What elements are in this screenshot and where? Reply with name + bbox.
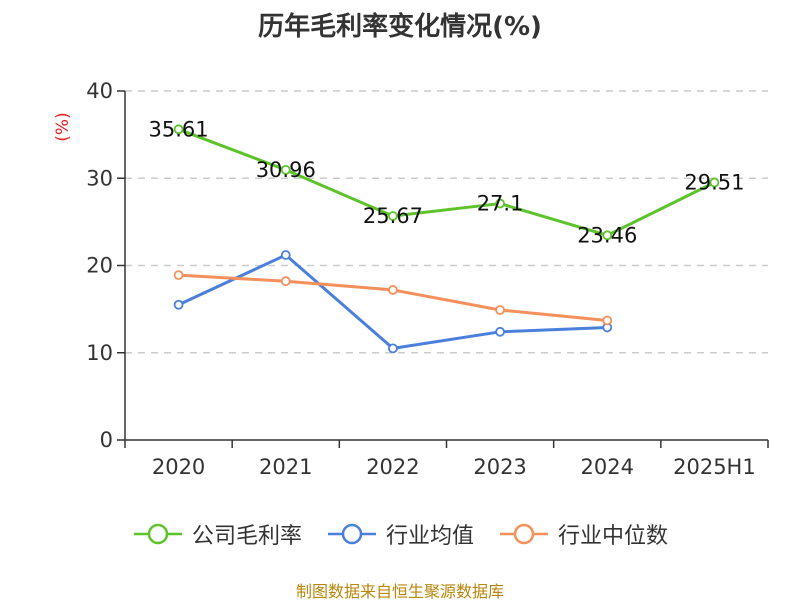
data-point	[388, 211, 398, 221]
legend-label: 公司毛利率	[191, 524, 302, 549]
data-label: 35.61	[149, 117, 209, 141]
legend-item[interactable]: 行业中位数	[498, 518, 668, 550]
legend-item[interactable]: 公司毛利率	[132, 518, 302, 550]
series-line	[177, 253, 608, 350]
data-point	[280, 164, 291, 175]
data-point	[388, 343, 398, 354]
x-tick-label: 2020	[152, 455, 205, 479]
series-layer	[173, 124, 720, 354]
axis-layer: 0 10 20 30 40 2020 2021 2022 2023 2024 2025H1	[86, 79, 769, 479]
y-tick-label: 30	[86, 166, 113, 190]
data-point	[280, 276, 291, 287]
data-point	[388, 285, 398, 295]
legend-swatch	[133, 523, 182, 545]
data-point	[602, 315, 613, 326]
x-tick-label: 2023	[473, 455, 526, 479]
data-point	[173, 124, 184, 135]
chart-title: 历年毛利率变化情况(%)	[258, 12, 542, 42]
legend-swatch	[327, 523, 376, 545]
data-point	[709, 177, 720, 188]
x-tick-label: 2021	[259, 455, 312, 479]
y-tick-label: 20	[86, 254, 113, 278]
data-point	[495, 305, 505, 315]
y-tick-label: 40	[86, 79, 113, 103]
x-tick-label: 2022	[366, 455, 419, 479]
legend-swatch	[500, 523, 548, 545]
data-label: 23.46	[577, 223, 637, 247]
legend-item[interactable]: 行业均值	[326, 518, 474, 550]
legend-label: 行业中位数	[558, 524, 669, 549]
series-line	[178, 273, 608, 322]
x-tick-label: 2025H1	[673, 455, 756, 479]
data-point	[173, 299, 184, 310]
data-label: 29.51	[684, 171, 744, 195]
legend-label: 行业均值	[385, 524, 474, 549]
data-label: 30.96	[256, 158, 316, 182]
data-point	[495, 326, 505, 337]
data-label: 27.1	[477, 192, 524, 216]
y-tick-label: 10	[86, 341, 113, 365]
y-axis-label: (%)	[53, 112, 73, 141]
grid-layer	[125, 90, 768, 354]
data-point	[495, 198, 505, 209]
data-point	[173, 270, 184, 280]
data-label: 25.67	[363, 204, 423, 228]
data-label-layer: 35.61 30.96 25.67 27.1 23.46 29.51	[149, 117, 745, 247]
data-point	[280, 250, 291, 260]
y-tick-label: 0	[100, 428, 113, 452]
data-point	[602, 230, 613, 241]
legend: 公司毛利率 行业均值 行业中位数	[0, 518, 800, 550]
series-line	[178, 127, 716, 237]
x-tick-label: 2024	[581, 455, 634, 479]
source-note: 制图数据来自恒生聚源数据库	[295, 582, 504, 601]
